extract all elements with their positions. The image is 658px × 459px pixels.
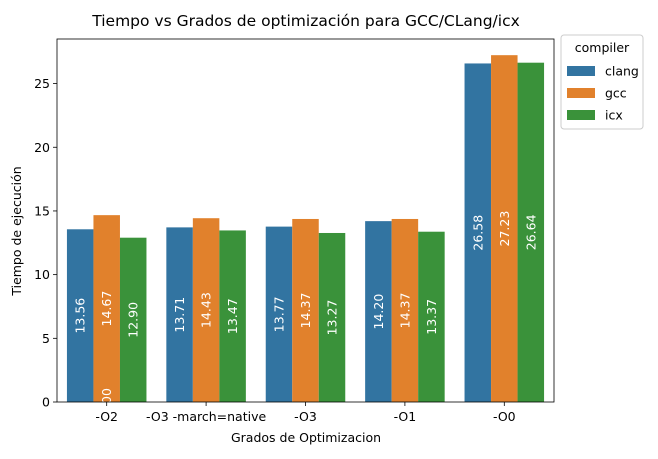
bar-gcc-0 bbox=[93, 215, 120, 402]
bar-label-clang-4: 26.58 bbox=[470, 215, 485, 251]
y-tick-label: 0 bbox=[42, 395, 50, 410]
bar-label-clang-0: 13.56 bbox=[73, 298, 88, 334]
bar-icx-1 bbox=[219, 230, 246, 402]
y-tick-label: 15 bbox=[34, 203, 50, 218]
bar-label-clang-3: 14.20 bbox=[371, 294, 386, 330]
stray-label-0: 00 bbox=[99, 388, 114, 404]
bar-label-icx-2: 13.27 bbox=[325, 300, 340, 336]
bar-label-gcc-4: 27.23 bbox=[497, 211, 512, 247]
bar-clang-2 bbox=[265, 226, 293, 402]
y-tick-label: 20 bbox=[34, 140, 50, 155]
bar-label-icx-4: 26.64 bbox=[523, 214, 538, 250]
bar-icx-2 bbox=[318, 232, 346, 402]
x-axis: -O2 -O3 -march=native -O3 -O1 -O0 bbox=[95, 402, 516, 424]
legend-swatch-clang bbox=[567, 66, 595, 76]
bar-label-clang-2: 13.77 bbox=[271, 296, 286, 332]
bar-gcc-3 bbox=[391, 218, 419, 402]
bar-gcc-4 bbox=[491, 55, 518, 403]
chart-title: Tiempo vs Grados de optimización para GC… bbox=[91, 12, 520, 30]
x-tick-label: -O3 -march=native bbox=[146, 409, 266, 424]
bar-clang-1 bbox=[166, 227, 193, 402]
bar-clang-4 bbox=[464, 63, 492, 402]
y-tick-label: 25 bbox=[34, 76, 50, 91]
y-axis: 0 5 10 15 20 25 bbox=[34, 76, 57, 410]
bar-icx-4 bbox=[517, 62, 545, 403]
bar-label-icx-3: 13.37 bbox=[424, 299, 439, 335]
x-tick-label: -O2 bbox=[95, 409, 118, 424]
x-axis-label: Grados de Optimizacion bbox=[231, 430, 381, 445]
y-axis-label: Tiempo de ejecución bbox=[9, 166, 24, 296]
bar-gcc-1 bbox=[192, 218, 220, 402]
bar-label-icx-0: 12.90 bbox=[126, 302, 141, 338]
plot-area: 13.56 13.71 13.77 14.20 26.58 14.67 14.43 14.37… bbox=[56, 38, 555, 404]
x-tick-label: -O0 bbox=[493, 409, 516, 424]
legend-swatch-icx bbox=[567, 110, 595, 120]
x-tick-label: -O1 bbox=[394, 409, 417, 424]
legend-label-clang: clang bbox=[605, 64, 639, 79]
x-tick-label: -O3 bbox=[294, 409, 317, 424]
bar-label-gcc-2: 14.37 bbox=[298, 293, 313, 329]
y-tick-label: 5 bbox=[42, 331, 50, 346]
bar-label-gcc-0: 14.67 bbox=[99, 291, 114, 327]
legend-title: compiler bbox=[575, 40, 630, 55]
bar-clang-3 bbox=[365, 221, 392, 402]
legend-box bbox=[560, 34, 644, 130]
legend: compiler clang gcc icx bbox=[560, 34, 644, 130]
bar-label-gcc-3: 14.37 bbox=[397, 293, 412, 329]
bar-clang-0 bbox=[66, 229, 94, 402]
bar-gcc-2 bbox=[292, 218, 319, 402]
legend-swatch-gcc bbox=[567, 88, 595, 98]
bar-icx-0 bbox=[119, 237, 147, 402]
legend-label-icx: icx bbox=[605, 108, 623, 123]
bar-label-gcc-1: 14.43 bbox=[199, 292, 214, 328]
bar-icx-3 bbox=[418, 231, 445, 402]
legend-label-gcc: gcc bbox=[605, 86, 627, 101]
bar-label-clang-1: 13.71 bbox=[172, 297, 187, 333]
bar-label-icx-1: 13.47 bbox=[225, 298, 240, 334]
y-tick-label: 10 bbox=[34, 267, 50, 282]
